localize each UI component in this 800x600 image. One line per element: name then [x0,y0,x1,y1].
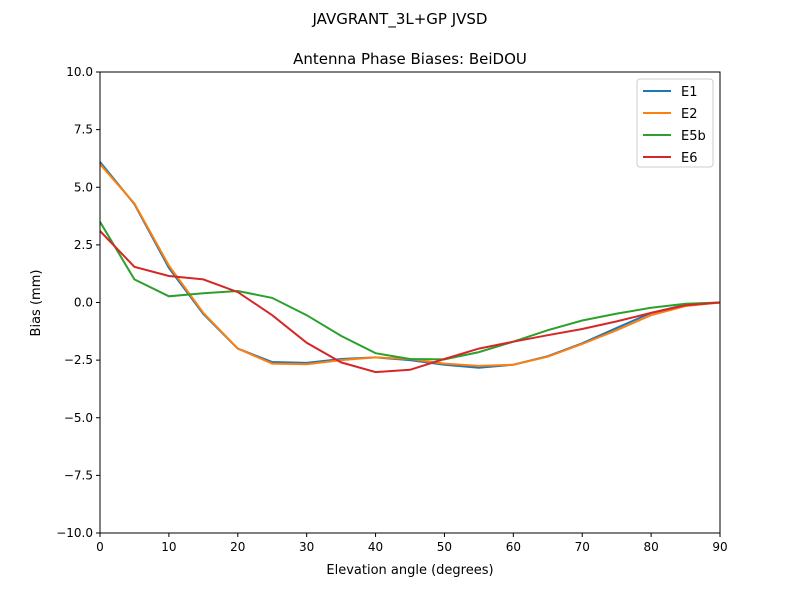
y-tick-label: −2.5 [64,353,93,367]
series-line-e1 [99,161,721,369]
y-tick-label: 5.0 [74,180,93,194]
x-tick-label: 30 [299,540,314,554]
chart-suptitle: JAVGRANT_3L+GP JVSD [312,10,488,29]
legend-box [636,78,714,168]
series-line-e2 [99,163,721,367]
y-tick-label: −10.0 [56,526,93,540]
x-tick-label: 80 [643,540,658,554]
x-tick-label: 50 [437,540,452,554]
series-line-e6 [99,230,721,374]
legend-label: E6 [681,151,698,166]
y-axis-label: Bias (mm) [29,270,44,337]
legend: E1 E2 E5b E6 [636,78,714,168]
y-tick-label: 10.0 [66,65,93,79]
y-tick-label: 2.5 [74,238,93,252]
x-tick-label: 0 [96,540,104,554]
legend-label: E1 [681,85,698,100]
y-tick-label: −7.5 [64,468,93,482]
x-tick-label: 90 [712,540,727,554]
x-axis-label: Elevation angle (degrees) [326,563,493,578]
y-tick-label: −5.0 [64,411,93,425]
x-tick-label: 10 [161,540,176,554]
x-tick-label: 20 [230,540,245,554]
x-tick-label: 60 [506,540,521,554]
y-tick-label: 0.0 [74,296,93,310]
chart-title: Antenna Phase Biases: BeiDOU [293,50,527,68]
x-tick-label: 40 [368,540,383,554]
legend-label: E2 [681,107,698,122]
x-tick-label: 70 [575,540,590,554]
legend-label: E5b [681,129,706,144]
plot-frame [99,71,721,534]
y-tick-label: 7.5 [74,123,93,137]
series-line-e5b [99,221,721,361]
